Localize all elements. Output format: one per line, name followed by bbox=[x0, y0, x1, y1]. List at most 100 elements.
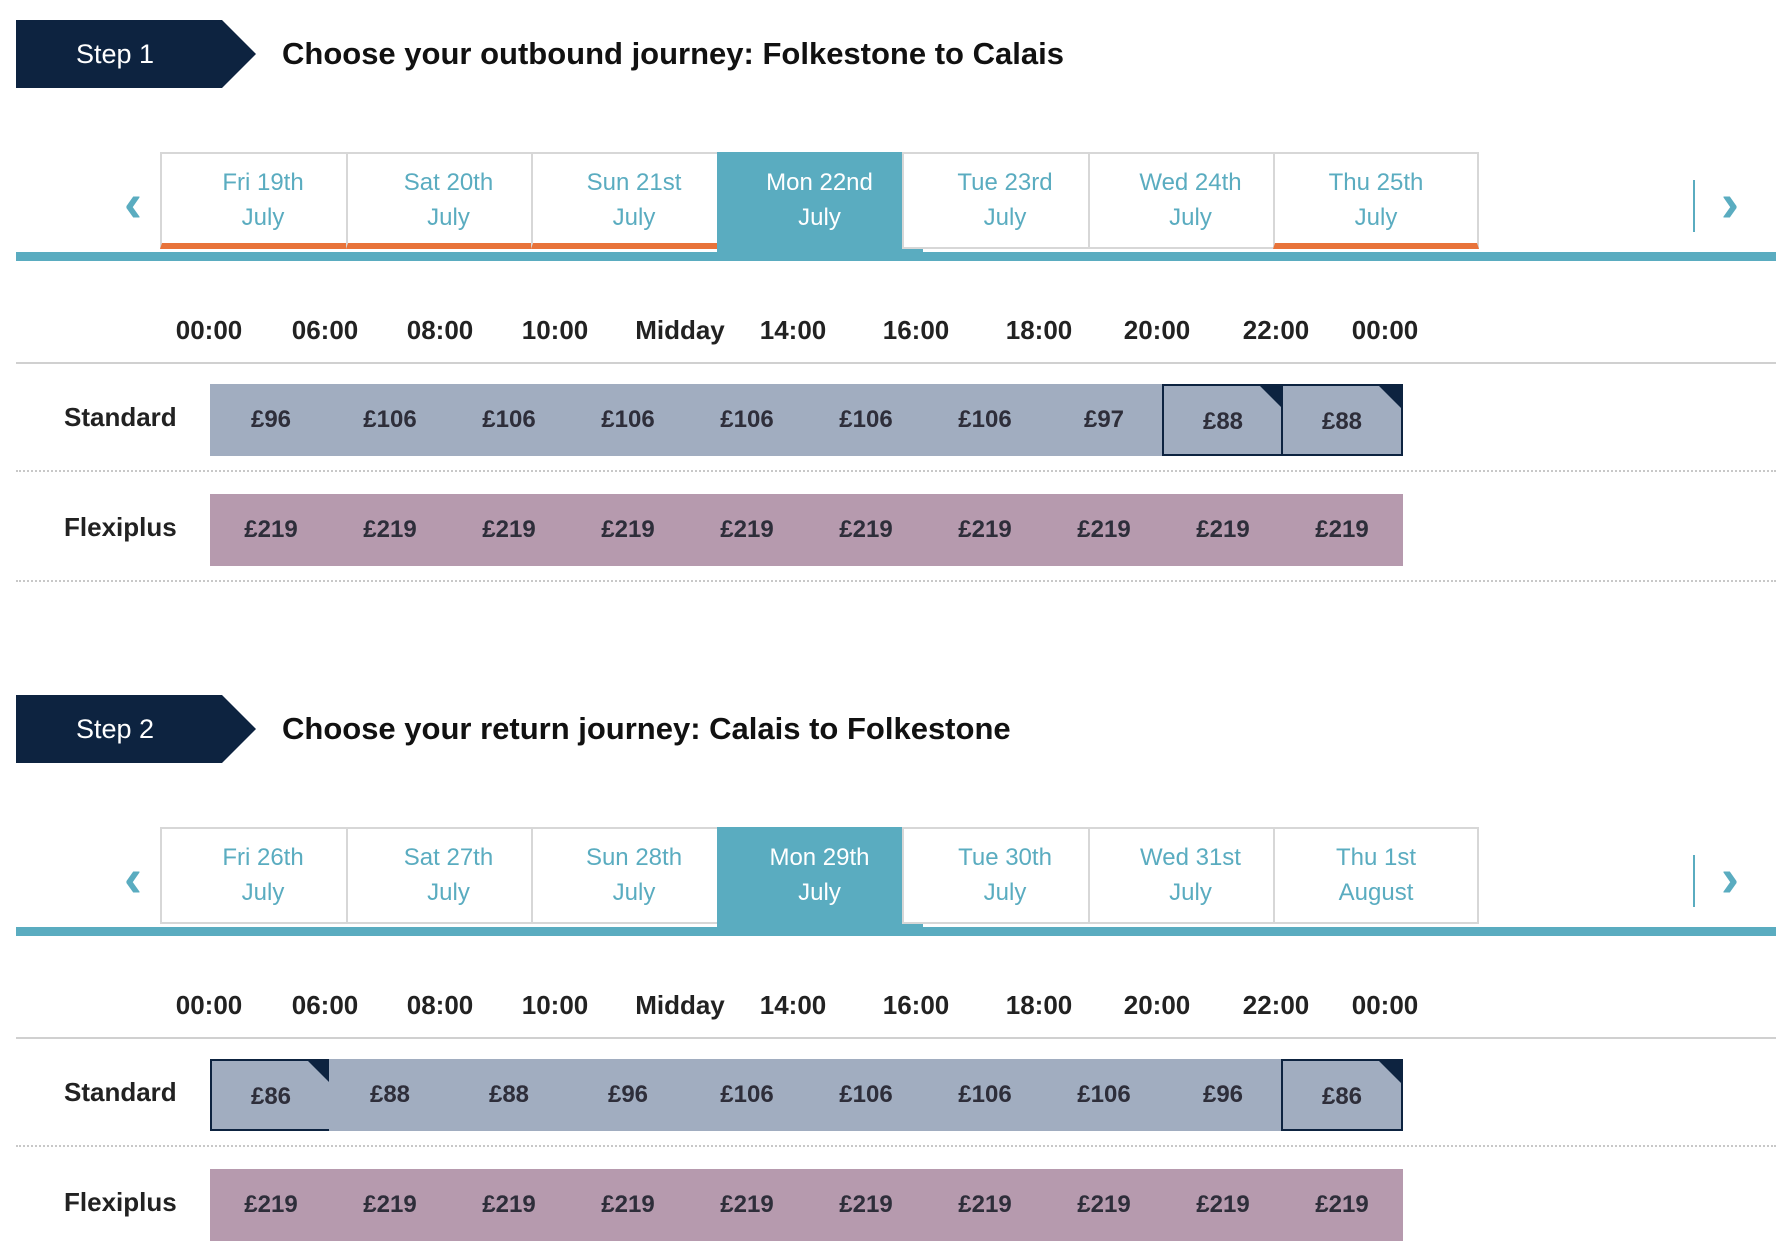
date-tab[interactable]: Thu 1st August bbox=[1273, 827, 1479, 924]
date-strip: ‹ Fri 26th July Sat 27th July Sun 28th July Mo… bbox=[16, 827, 1776, 955]
standard-fare-button[interactable]: £106 bbox=[448, 384, 570, 456]
date-tab-day: Sun 21st bbox=[586, 169, 682, 196]
standard-fare-button[interactable]: £106 bbox=[1043, 1059, 1165, 1131]
standard-fare-button[interactable]: £97 bbox=[1043, 384, 1165, 456]
date-tab-month: July bbox=[1354, 204, 1398, 231]
time-label: 14:00 bbox=[759, 990, 827, 1020]
standard-fare-button[interactable]: £88 bbox=[1281, 384, 1403, 456]
flexiplus-fare-button[interactable]: £219 bbox=[448, 494, 570, 566]
flexiplus-fare-button[interactable]: £219 bbox=[448, 1169, 570, 1241]
time-label: 00:00 bbox=[175, 990, 243, 1020]
date-baseline bbox=[16, 927, 1776, 936]
date-tab-day: Fri 26th bbox=[222, 844, 304, 871]
flexiplus-fare-button[interactable]: £219 bbox=[1162, 1169, 1284, 1241]
flexiplus-fare-button[interactable]: £219 bbox=[805, 494, 927, 566]
flexiplus-fare-button[interactable]: £219 bbox=[924, 494, 1046, 566]
date-tab[interactable]: Sun 21st July bbox=[531, 152, 737, 249]
standard-fare-button[interactable]: £106 bbox=[567, 384, 689, 456]
date-tab-day: Wed 31st bbox=[1140, 844, 1241, 871]
standard-fare-button[interactable]: £96 bbox=[567, 1059, 689, 1131]
date-tab[interactable]: Wed 24th July bbox=[1087, 152, 1294, 249]
date-tab-day: Sat 27th bbox=[403, 844, 494, 871]
standard-fare-button[interactable]: £106 bbox=[924, 384, 1046, 456]
date-tab-day: Wed 24th bbox=[1139, 169, 1242, 196]
date-tab[interactable]: Tue 23rd July bbox=[902, 152, 1108, 249]
time-label: 18:00 bbox=[1005, 990, 1073, 1020]
standard-fare-button[interactable]: £88 bbox=[1162, 384, 1284, 456]
standard-fare-button[interactable]: £88 bbox=[448, 1059, 570, 1131]
date-tab-day: Fri 19th bbox=[222, 169, 304, 196]
row-label-flexiplus: Flexiplus bbox=[64, 512, 177, 542]
date-tab-day: Sun 28th bbox=[585, 844, 683, 871]
date-tab[interactable]: Sat 27th July bbox=[345, 827, 552, 924]
flexiplus-fare-button[interactable]: £219 bbox=[924, 1169, 1046, 1241]
flexiplus-fare-button[interactable]: £219 bbox=[1043, 1169, 1165, 1241]
flexiplus-fare-button[interactable]: £219 bbox=[567, 1169, 689, 1241]
date-tab-month: July bbox=[241, 204, 285, 231]
standard-fare-button[interactable]: £106 bbox=[805, 1059, 927, 1131]
time-label: 00:00 bbox=[1351, 315, 1419, 345]
standard-fare-button[interactable]: £106 bbox=[805, 384, 927, 456]
flexiplus-fare-button[interactable]: £219 bbox=[686, 1169, 808, 1241]
date-tab-day: Thu 1st bbox=[1335, 844, 1417, 871]
date-tab-month: July bbox=[241, 879, 285, 906]
flexiplus-fare-button[interactable]: £219 bbox=[329, 1169, 451, 1241]
flexiplus-fare-button[interactable]: £219 bbox=[1043, 494, 1165, 566]
flexiplus-fare-button[interactable]: £219 bbox=[210, 494, 332, 566]
time-axis: 00:00 06:00 08:00 10:00 Midday 14:00 16:00 18:0… bbox=[16, 300, 1776, 360]
time-label: 00:00 bbox=[1351, 990, 1419, 1020]
standard-fare-button[interactable]: £106 bbox=[924, 1059, 1046, 1131]
standard-fare-button[interactable]: £88 bbox=[329, 1059, 451, 1131]
date-tab[interactable]: Thu 25th July bbox=[1273, 152, 1479, 249]
date-tab[interactable]: Sat 20th July bbox=[345, 152, 552, 249]
date-tab-month: July bbox=[1169, 879, 1212, 906]
standard-fare-button[interactable]: £86 bbox=[1281, 1059, 1403, 1131]
date-tab-month: July bbox=[798, 204, 841, 231]
flexiplus-fare-row: Flexiplus £219 £219 £219 £219 £219 £219 £219 £2… bbox=[16, 1149, 1776, 1254]
time-axis-divider bbox=[16, 1037, 1776, 1039]
standard-fare-button[interactable]: £96 bbox=[1162, 1059, 1284, 1131]
flexiplus-fare-button[interactable]: £219 bbox=[686, 494, 808, 566]
date-tab[interactable]: Wed 31st July bbox=[1087, 827, 1294, 924]
time-label: 08:00 bbox=[406, 315, 474, 345]
flexiplus-fare-button[interactable]: £219 bbox=[1281, 1169, 1403, 1241]
date-tab[interactable]: Mon 29th July bbox=[716, 827, 923, 932]
time-axis-divider bbox=[16, 362, 1776, 364]
standard-fare-button[interactable]: £106 bbox=[686, 1059, 808, 1131]
date-tab-month: August bbox=[1338, 879, 1414, 906]
date-tab[interactable]: Tue 30th July bbox=[902, 827, 1108, 924]
standard-fare-button[interactable]: £86 bbox=[210, 1059, 332, 1131]
time-label: 06:00 bbox=[291, 990, 359, 1020]
date-tab-month: July bbox=[427, 204, 470, 231]
date-tab-day: Mon 22nd bbox=[766, 169, 873, 196]
date-tab[interactable]: Mon 22nd July bbox=[716, 152, 923, 257]
chevron-right-icon[interactable]: › bbox=[1693, 176, 1743, 232]
date-tab-month: July bbox=[427, 879, 470, 906]
standard-fare-button[interactable]: £106 bbox=[686, 384, 808, 456]
step-title: Choose your return journey: Calais to Fo… bbox=[282, 711, 1011, 746]
date-tab-day: Mon 29th bbox=[769, 844, 870, 871]
step-header: Step 1 Choose your outbound journey: Fol… bbox=[16, 20, 1776, 88]
date-tab[interactable]: Fri 26th July bbox=[160, 827, 366, 924]
time-label: 16:00 bbox=[882, 990, 950, 1020]
flexiplus-fare-button[interactable]: £219 bbox=[567, 494, 689, 566]
date-tab-month: July bbox=[612, 879, 656, 906]
flexiplus-fare-button[interactable]: £219 bbox=[210, 1169, 332, 1241]
standard-fare-button[interactable]: £96 bbox=[210, 384, 332, 456]
step-badge: Step 1 bbox=[16, 20, 256, 88]
row-label-standard: Standard bbox=[64, 402, 177, 432]
time-label: 14:00 bbox=[759, 315, 827, 345]
time-label: 18:00 bbox=[1005, 315, 1073, 345]
flexiplus-fare-button[interactable]: £219 bbox=[1281, 494, 1403, 566]
time-label: 08:00 bbox=[406, 990, 474, 1020]
flexiplus-fare-button[interactable]: £219 bbox=[805, 1169, 927, 1241]
flexiplus-fare-button[interactable]: £219 bbox=[329, 494, 451, 566]
chevron-right-icon[interactable]: › bbox=[1693, 851, 1743, 907]
standard-fare-button[interactable]: £106 bbox=[329, 384, 451, 456]
time-label: 22:00 bbox=[1242, 315, 1310, 345]
date-tab-month: July bbox=[798, 879, 841, 906]
date-tab[interactable]: Sun 28th July bbox=[531, 827, 737, 924]
date-tab[interactable]: Fri 19th July bbox=[160, 152, 366, 249]
flexiplus-fare-button[interactable]: £219 bbox=[1162, 494, 1284, 566]
standard-fare-row: Standard £86 £88 £88 £96 £106 £106 £106 £106 £96… bbox=[16, 1039, 1776, 1147]
